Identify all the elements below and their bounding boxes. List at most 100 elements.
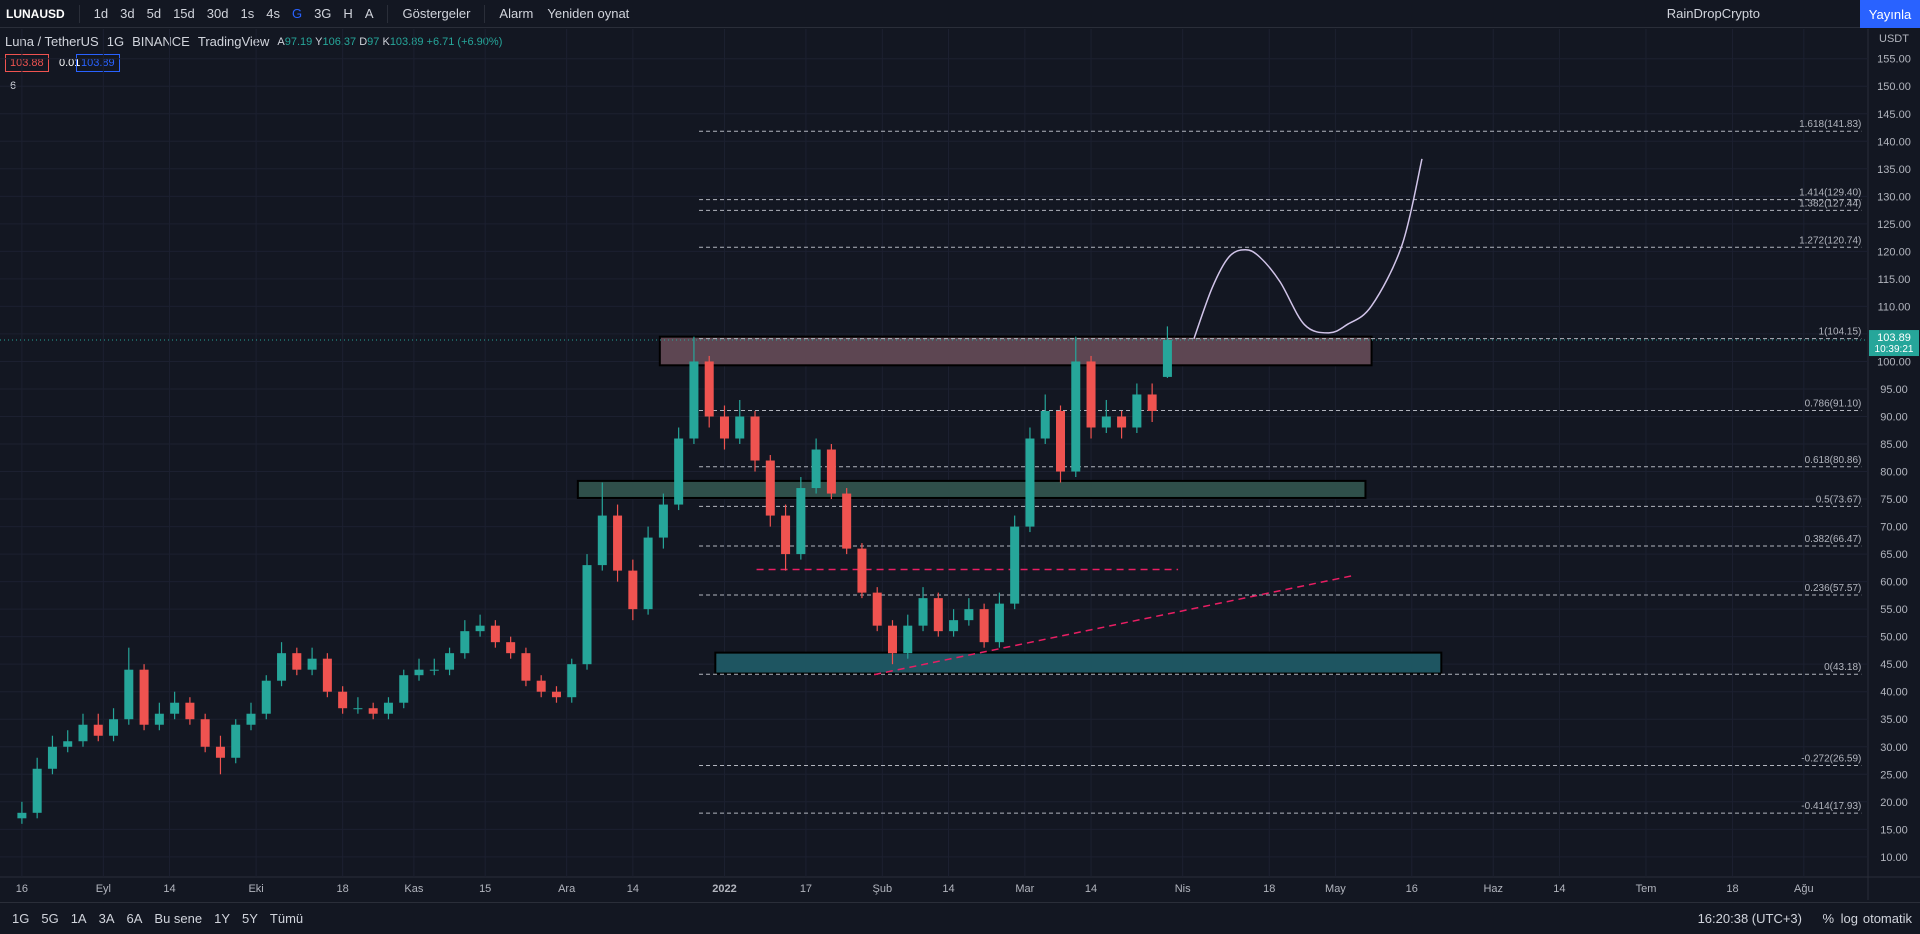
interval-button[interactable]: 3d	[120, 6, 135, 21]
range-button[interactable]: 1G	[12, 911, 30, 926]
range-button[interactable]: 6A	[126, 911, 143, 926]
candle-body	[1132, 394, 1142, 428]
candle-body	[383, 702, 393, 714]
y-tick-label: 25.00	[1880, 769, 1908, 781]
interval-button[interactable]: 4s	[266, 6, 280, 21]
candle-body	[1101, 416, 1111, 428]
range-button[interactable]: Bu sene	[154, 911, 203, 926]
indicators-button[interactable]: Göstergeler	[402, 6, 471, 21]
candle-body	[200, 719, 210, 747]
x-tick-label: Mar	[1015, 883, 1034, 895]
publish-button[interactable]: Yayınla	[1860, 0, 1920, 28]
interval-button[interactable]: H	[343, 6, 353, 21]
candle-body	[414, 669, 424, 676]
legend-exchange: BINANCE	[132, 34, 190, 49]
candle-body	[949, 620, 959, 632]
candle-body	[872, 592, 882, 626]
y-tick-label: 140.00	[1877, 136, 1911, 148]
range-button[interactable]: 3A	[98, 911, 115, 926]
x-tick-label: May	[1325, 883, 1346, 895]
toolbar: LUNAUSD 1d 3d 5d 15d 30d 1s 4s G 3G H A Göstergele…	[0, 0, 1920, 28]
user-button[interactable]: RainDropCrypto	[1666, 6, 1760, 21]
candle-body	[17, 812, 27, 819]
fib-label: 1.272(120.74)	[1799, 235, 1861, 246]
bid[interactable]: 103.88	[5, 54, 49, 72]
change: +6.71 (+6.90%)	[426, 35, 503, 48]
interval-button[interactable]: A	[364, 6, 374, 21]
y-tick-label: 50.00	[1880, 632, 1908, 644]
y-tick-label: 145.00	[1877, 109, 1911, 121]
candle-body	[368, 708, 378, 714]
y-tick-label: 125.00	[1877, 219, 1911, 231]
y-tick-label: 35.00	[1880, 714, 1908, 726]
y-tick-label: 70.00	[1880, 522, 1908, 534]
percent-toggle[interactable]: %	[1822, 911, 1834, 926]
x-tick-label: 14	[163, 883, 175, 895]
symbol[interactable]: LUNAUSD	[6, 6, 65, 21]
candle-body	[1086, 361, 1096, 428]
interval-button[interactable]: 15d	[173, 6, 195, 21]
candle-body	[139, 669, 149, 725]
candle-body	[78, 724, 88, 742]
interval-button[interactable]: 5d	[146, 6, 162, 21]
y-tick-label: 90.00	[1880, 411, 1908, 423]
candle-body	[842, 493, 852, 549]
candle-body	[124, 669, 134, 720]
candle-body	[32, 768, 42, 813]
candle-body	[475, 625, 485, 632]
x-tick-label: Tem	[1636, 883, 1657, 895]
candle-body	[170, 702, 180, 714]
y-tick-label: 40.00	[1880, 687, 1908, 699]
candle-body	[353, 708, 363, 710]
ohlc-value: 106.37	[322, 35, 357, 48]
y-tick-label: 85.00	[1880, 439, 1908, 451]
candle-body	[811, 449, 821, 489]
candle-body	[918, 598, 928, 626]
clock: 16:20:38 (UTC+3)	[1697, 911, 1802, 926]
candle-body	[1040, 410, 1050, 439]
candle-body	[796, 488, 806, 555]
interval-button[interactable]: G	[291, 6, 303, 21]
interval-button[interactable]: 3G	[314, 6, 332, 21]
intervals: 1d 3d 5d 15d 30d 1s 4s G 3G H A	[94, 6, 374, 21]
x-tick-label: Ağu	[1794, 883, 1814, 895]
y-tick-label: 135.00	[1877, 164, 1911, 176]
log-toggle[interactable]: log	[1840, 911, 1858, 926]
separator	[78, 4, 80, 23]
interval-button[interactable]: 1s	[240, 6, 255, 21]
fib-label: 0.236(57.57)	[1805, 583, 1862, 594]
x-tick-label: 16	[1406, 883, 1418, 895]
range-button[interactable]: Tümü	[269, 911, 304, 926]
fib-label: 0(43.18)	[1824, 662, 1861, 673]
ask[interactable]: 103.89	[76, 54, 120, 72]
candle-body	[521, 653, 531, 681]
x-tick-label: 14	[1553, 883, 1565, 895]
candle-body	[246, 713, 256, 725]
auto-toggle[interactable]: otomatik	[1862, 911, 1912, 926]
candle-body	[994, 603, 1004, 643]
interval-button[interactable]: 30d	[206, 6, 229, 21]
range-button[interactable]: 1A	[70, 911, 87, 926]
y-tick-label: 95.00	[1880, 384, 1908, 396]
currency[interactable]: USDT	[1879, 33, 1909, 45]
x-tick-label: 14	[1085, 883, 1097, 895]
y-tick-label: 60.00	[1880, 577, 1908, 589]
range-button[interactable]: 5Y	[242, 911, 258, 926]
spread: 0.01	[59, 57, 81, 69]
range-button[interactable]: 1Y	[214, 911, 231, 926]
candle-body	[964, 609, 974, 621]
candle-body	[857, 548, 867, 593]
x-tick-label: 14	[627, 883, 639, 895]
candle-body	[307, 658, 317, 670]
candle-body	[704, 361, 714, 417]
alert-button[interactable]: Alarm	[499, 6, 534, 21]
y-tick-label: 150.00	[1877, 81, 1911, 93]
y-tick-label: 155.00	[1877, 54, 1911, 66]
candle-body	[613, 515, 623, 571]
candle-body	[658, 504, 668, 538]
ohlc-value: 103.89	[389, 35, 424, 48]
interval-button[interactable]: 1d	[93, 6, 109, 21]
candle-body	[154, 713, 164, 725]
range-button[interactable]: 5G	[41, 911, 59, 926]
replay-button[interactable]: Yeniden oynat	[547, 6, 630, 21]
